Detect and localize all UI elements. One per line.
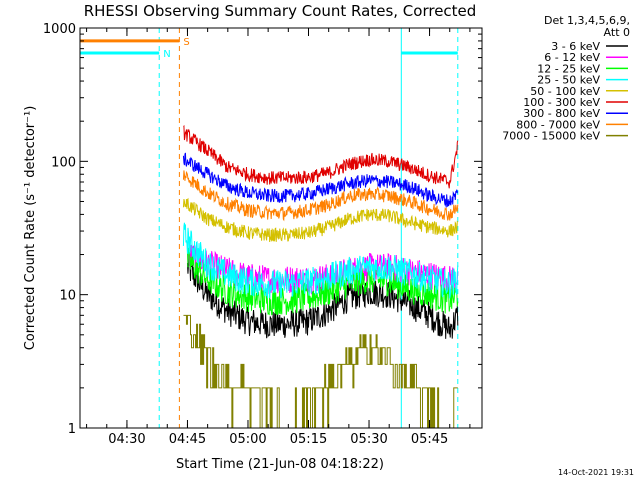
x-tick-label-1: 04:45 <box>169 432 206 447</box>
series-line-8 <box>183 314 458 429</box>
y-axis-label: Corrected Count Rate (s⁻¹ detector⁻¹) <box>23 106 38 351</box>
x-tick-label-0: 04:30 <box>108 432 145 447</box>
legend-label-4: 50 - 100 keV <box>530 85 600 98</box>
x-tick-label-2: 05:00 <box>229 432 266 447</box>
legend-header-line1: Det 1,3,4,5,6,9, <box>544 14 630 27</box>
chart-title: RHESSI Observing Summary Count Rates, Co… <box>84 2 477 20</box>
series-line-1 <box>186 244 459 295</box>
flag-label-S: S <box>183 37 189 48</box>
series-line-4 <box>182 197 459 243</box>
legend-label-8: 7000 - 15000 keV <box>502 130 600 143</box>
series-line-7 <box>182 170 459 222</box>
x-axis-label: Start Time (21-Jun-08 04:18:22) <box>176 457 384 472</box>
legend-label-2: 12 - 25 keV <box>537 62 600 75</box>
series-line-0 <box>186 255 459 339</box>
x-tick-label-3: 05:15 <box>290 432 327 447</box>
x-tick-label-5: 05:45 <box>411 432 448 447</box>
plot-frame <box>79 27 483 429</box>
axes: 1 10 100 1000 04:30 04:45 05:00 05:15 05:30 05:45 <box>43 22 482 447</box>
y-tick-label-0: 1 <box>68 422 76 437</box>
legend-label-7: 800 - 7000 keV <box>516 118 600 131</box>
legend-label-6: 300 - 800 keV <box>523 107 600 120</box>
legend-header-line2: Att 0 <box>604 26 630 39</box>
legend-label-0: 3 - 6 keV <box>551 40 600 53</box>
series-line-6 <box>182 152 459 208</box>
series-line-5 <box>183 124 459 189</box>
y-tick-label-3: 1000 <box>43 22 76 37</box>
footer-timestamp: 14-Oct-2021 19:31 <box>558 468 634 477</box>
y-tick-label-2: 100 <box>51 155 76 170</box>
plot-data: SN <box>80 28 459 429</box>
y-tick-label-1: 10 <box>59 289 76 304</box>
x-tick-label-4: 05:30 <box>350 432 387 447</box>
legend-label-5: 100 - 300 keV <box>523 96 600 109</box>
flag-label-N: N <box>163 49 170 60</box>
legend-label-1: 6 - 12 keV <box>544 51 600 64</box>
series-line-3 <box>182 222 459 299</box>
legend-label-3: 25 - 50 keV <box>537 74 600 87</box>
